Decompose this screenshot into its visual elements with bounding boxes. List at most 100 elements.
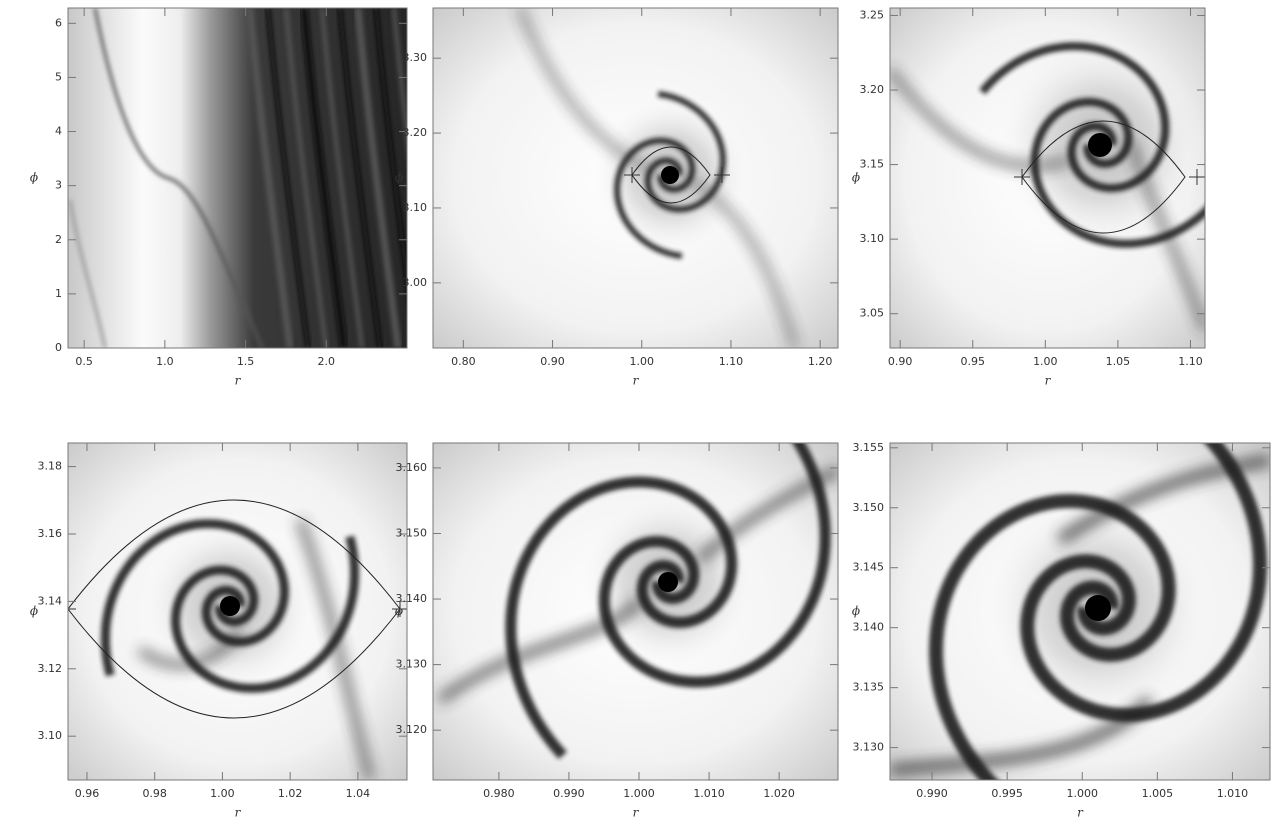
- x-tick-label: 1.02: [278, 787, 303, 800]
- x-tick-label: 0.995: [991, 787, 1023, 800]
- spiral-arm: [979, 42, 1170, 193]
- spiral-arm: [100, 519, 289, 677]
- ribbon: [890, 68, 1205, 332]
- y-axis-label: ϕ: [852, 171, 860, 185]
- panel: 0.5 1.0 1.5 2.0 0 1 2 3 4 5 6 r ϕ: [30, 7, 408, 388]
- spiral-arm: [1020, 443, 1268, 723]
- ridge: [374, 8, 407, 294]
- x-tick-label: 1.20: [808, 355, 833, 368]
- x-tick-label: 1.000: [1067, 787, 1099, 800]
- spiral-arm: [505, 476, 738, 760]
- ridge: [284, 8, 328, 348]
- x-tick-label: 1.010: [693, 787, 725, 800]
- density-image: [433, 8, 838, 348]
- y-axis-label: ϕ: [30, 604, 38, 618]
- y-tick-label: 3.140: [853, 621, 885, 634]
- spiral-arm: [644, 91, 726, 213]
- separatrix: [1021, 120, 1186, 234]
- y-tick-label: 3.12: [38, 662, 63, 675]
- spiral-arm: [928, 493, 1176, 780]
- x-tick-label: 1.010: [1217, 787, 1249, 800]
- marker: [68, 601, 76, 617]
- y-axis-label: ϕ: [395, 171, 403, 185]
- y-tick-label: 3.14: [38, 594, 63, 607]
- y-tick-label: 3.18: [38, 460, 63, 473]
- ridge: [320, 8, 364, 348]
- y-tick-label: 3.135: [853, 681, 885, 694]
- core: [658, 572, 678, 592]
- ridge: [246, 8, 294, 348]
- x-tick-label: 0.990: [916, 787, 948, 800]
- y-tick-label: 3.10: [403, 201, 428, 214]
- core: [1088, 133, 1112, 157]
- y-tick-label: 4: [55, 125, 62, 138]
- x-tick-label: 1.00: [210, 787, 235, 800]
- y-tick-label: 5: [55, 70, 62, 83]
- density-image: [68, 8, 407, 348]
- marker: [1189, 169, 1205, 185]
- y-tick-label: 0: [55, 341, 62, 354]
- panel: 0.980 0.990 1.000 1.010 1.020 3.120 3.130 3.140…: [395, 442, 839, 820]
- x-tick-label: 0.5: [75, 355, 93, 368]
- y-tick-label: 3.00: [403, 276, 428, 289]
- spiral-arm: [598, 443, 831, 688]
- x-tick-label: 0.95: [960, 355, 985, 368]
- frame: [432, 7, 839, 349]
- spiral-arm: [1030, 97, 1205, 248]
- frame: [67, 7, 408, 349]
- x-axis-label: r: [1045, 374, 1052, 388]
- x-tick-label: 1.10: [719, 355, 744, 368]
- ridge: [300, 8, 348, 348]
- ridge: [68, 199, 107, 348]
- panel: 0.90 0.95 1.00 1.05 1.10 3.05 3.10 3.15 3.20 3.25…: [852, 7, 1206, 388]
- y-tick-label: 3.145: [853, 561, 885, 574]
- x-tick-label: 0.96: [75, 787, 100, 800]
- panel: 0.990 0.995 1.000 1.005 1.010 3.130 3.135 3.140…: [852, 441, 1271, 820]
- x-axis-label: r: [633, 374, 640, 388]
- y-tick-label: 3.20: [403, 126, 428, 139]
- frame: [889, 442, 1271, 781]
- ribbon: [437, 466, 838, 704]
- frame: [67, 442, 408, 781]
- y-tick-label: 3.30: [403, 51, 428, 64]
- frame: [889, 7, 1206, 349]
- marker: [624, 167, 640, 183]
- x-tick-label: 1.020: [763, 787, 795, 800]
- panel: 0.80 0.90 1.00 1.10 1.20 3.00 3.10 3.20 3.30 r ϕ: [395, 7, 839, 388]
- marker: [1014, 169, 1030, 185]
- y-tick-label: 3.15: [860, 158, 885, 171]
- y-tick-label: 3.150: [853, 501, 885, 514]
- density-image: [433, 443, 838, 780]
- x-tick-label: 0.980: [483, 787, 515, 800]
- y-tick-label: 3: [55, 179, 62, 192]
- x-tick-label: 0.90: [540, 355, 565, 368]
- density-image: [68, 443, 407, 780]
- y-tick-label: 3.120: [396, 723, 428, 736]
- x-tick-label: 0.990: [553, 787, 585, 800]
- y-tick-label: 3.160: [396, 461, 428, 474]
- x-tick-label: 1.005: [1142, 787, 1174, 800]
- y-tick-label: 3.130: [396, 658, 428, 671]
- y-tick-label: 3.130: [853, 741, 885, 754]
- y-tick-label: 6: [55, 16, 62, 29]
- y-tick-label: 3.140: [396, 592, 428, 605]
- x-tick-label: 2.0: [318, 355, 336, 368]
- marker: [714, 167, 730, 183]
- x-tick-label: 1.05: [1106, 355, 1131, 368]
- ridge: [338, 8, 382, 348]
- x-tick-label: 1.5: [237, 355, 255, 368]
- core: [661, 166, 679, 184]
- x-tick-label: 1.10: [1178, 355, 1203, 368]
- ridge: [354, 8, 402, 348]
- x-tick-label: 1.0: [156, 355, 174, 368]
- y-tick-label: 3.16: [38, 527, 63, 540]
- frame: [432, 442, 839, 781]
- y-axis-label: ϕ: [395, 604, 403, 618]
- density-image: [890, 443, 1270, 780]
- y-tick-label: 3.10: [38, 729, 63, 742]
- ridge: [266, 8, 310, 348]
- marker: [392, 601, 407, 617]
- separatrix: [631, 146, 711, 204]
- x-axis-label: r: [1077, 806, 1084, 820]
